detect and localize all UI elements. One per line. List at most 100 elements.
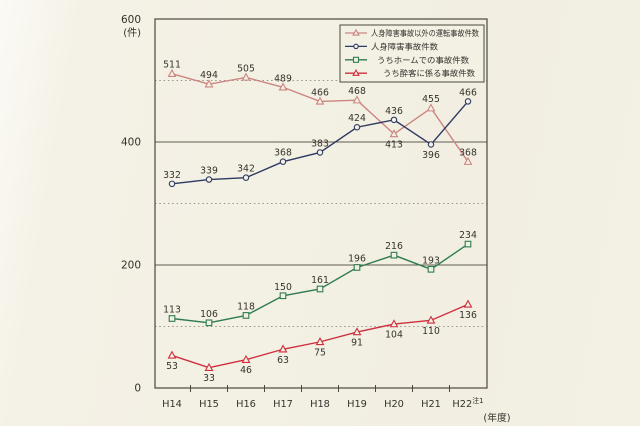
value-label: 511 [163,60,181,71]
value-label: 136 [459,310,477,321]
value-label: 342 [237,164,255,175]
square-marker-icon [316,285,324,293]
square-marker-icon [205,319,213,327]
circle-marker-icon [390,116,398,124]
value-label: 118 [237,301,255,312]
triangle-marker-icon [241,354,251,363]
x-axis-tick-label: H22注1 [452,396,483,410]
value-label: 91 [351,338,363,349]
value-label: 63 [277,355,289,366]
square-marker-icon [352,56,360,63]
value-label: 33 [203,373,215,384]
legend-item-drunk-passenger-accidents: うち酔客に係る事故件数 [345,68,475,78]
triangle-marker-icon [315,96,325,105]
x-axis-tick-label: H21 [421,399,441,410]
legend: 人身障害事故以外の運転事故件数人身障害事故件数うちホームでの事故件数うち酔客に係… [339,24,485,83]
plot-border [154,18,488,389]
legend-label: うちホームでの事故件数 [377,55,469,65]
square-marker-icon [168,315,176,322]
value-label: 53 [166,361,178,372]
triangle-marker-icon [278,82,288,91]
square-marker-icon [427,265,435,273]
value-label: 150 [274,282,292,293]
triangle-marker-icon [463,299,473,308]
triangle-marker-icon [352,68,360,76]
value-label: 466 [459,87,477,98]
x-axis-tick-label: H19 [347,399,367,410]
triangle-marker-icon [352,327,362,336]
series-casualty-accidents: 332 339 342 368 383 424 436 396 466 [163,87,477,188]
triangle-marker-icon [241,72,251,81]
value-label: 413 [385,140,403,151]
circle-marker-icon [205,176,213,183]
legend-label: うち酔客に係る事故件数 [383,68,475,78]
triangle-marker-icon [278,344,288,353]
value-label: 505 [237,63,255,74]
value-label: 436 [385,106,403,117]
triangle-marker-icon [204,362,214,371]
value-label: 339 [200,166,218,177]
legend-label: 人身障害事故件数 [371,41,438,51]
x-axis-tick-label: H17 [273,399,293,410]
value-label: 468 [348,86,366,97]
triangle-marker-icon [352,28,360,36]
triangle-marker-icon [167,68,177,77]
series-platform-accidents: 113 106 118 150 161 196 216 193 234 [163,230,477,327]
y-axis-tick-label: 600 [121,14,141,26]
triangle-marker-icon [389,319,399,328]
square-marker-icon [390,251,398,259]
triangle-marker-icon [426,315,436,324]
x-axis-note-superscript: 注1 [472,396,483,405]
square-marker-icon [242,312,250,319]
y-axis-tick-label: 200 [121,260,141,272]
triangle-marker-icon [204,79,214,88]
x-axis-unit-label: (年度) [483,411,510,424]
value-label: 193 [422,255,440,266]
y-axis-tick-label: 0 [134,383,141,395]
circle-marker-icon [427,141,435,148]
x-axis-tick-label: H20 [384,399,404,410]
series-non-casualty-operation-accidents: 511 494 505 489 466 468 413 455 368 [163,60,477,165]
circle-marker-icon [168,180,176,188]
triangle-marker-icon [315,337,325,346]
circle-marker-icon [353,123,361,131]
triangle-marker-icon [352,95,362,104]
x-axis-tick-label: H16 [236,399,256,410]
triangle-marker-icon [463,156,473,165]
x-axis-tick-label: H14 [162,399,182,410]
value-label: 332 [163,170,181,181]
value-label: 110 [422,326,440,337]
x-axis-tick-label: H18 [310,399,330,410]
circle-marker-icon [242,174,250,181]
value-label: 368 [274,148,292,159]
square-marker-icon [279,292,287,300]
value-label: 75 [314,347,326,358]
square-marker-icon [353,264,361,271]
value-label: 368 [459,148,477,159]
value-label: 234 [459,230,477,241]
value-label: 104 [385,330,403,341]
circle-marker-icon [279,158,287,165]
x-axis-tick-label: H15 [199,399,219,410]
legend-box [339,24,485,83]
y-axis-tick-label: 400 [121,137,141,149]
y-axis-unit-label: (件) [123,27,141,39]
circle-marker-icon [316,149,324,156]
value-label: 466 [311,87,329,98]
triangle-marker-icon [389,129,399,138]
legend-item-platform-accidents: うちホームでの事故件数 [345,55,469,65]
circle-marker-icon [464,98,472,105]
value-label: 161 [311,275,329,286]
value-label: 383 [311,138,329,149]
value-label: 424 [348,113,366,124]
legend-label: 人身障害事故以外の運転事故件数 [371,28,479,38]
series-drunk-passenger-accidents: 53 33 46 63 75 91 104 110 136 [166,299,477,384]
triangle-marker-icon [426,103,436,112]
value-label: 455 [422,94,440,105]
value-label: 46 [240,365,252,376]
circle-marker-icon [353,43,359,50]
value-label: 396 [422,150,440,161]
value-label: 216 [385,241,403,252]
